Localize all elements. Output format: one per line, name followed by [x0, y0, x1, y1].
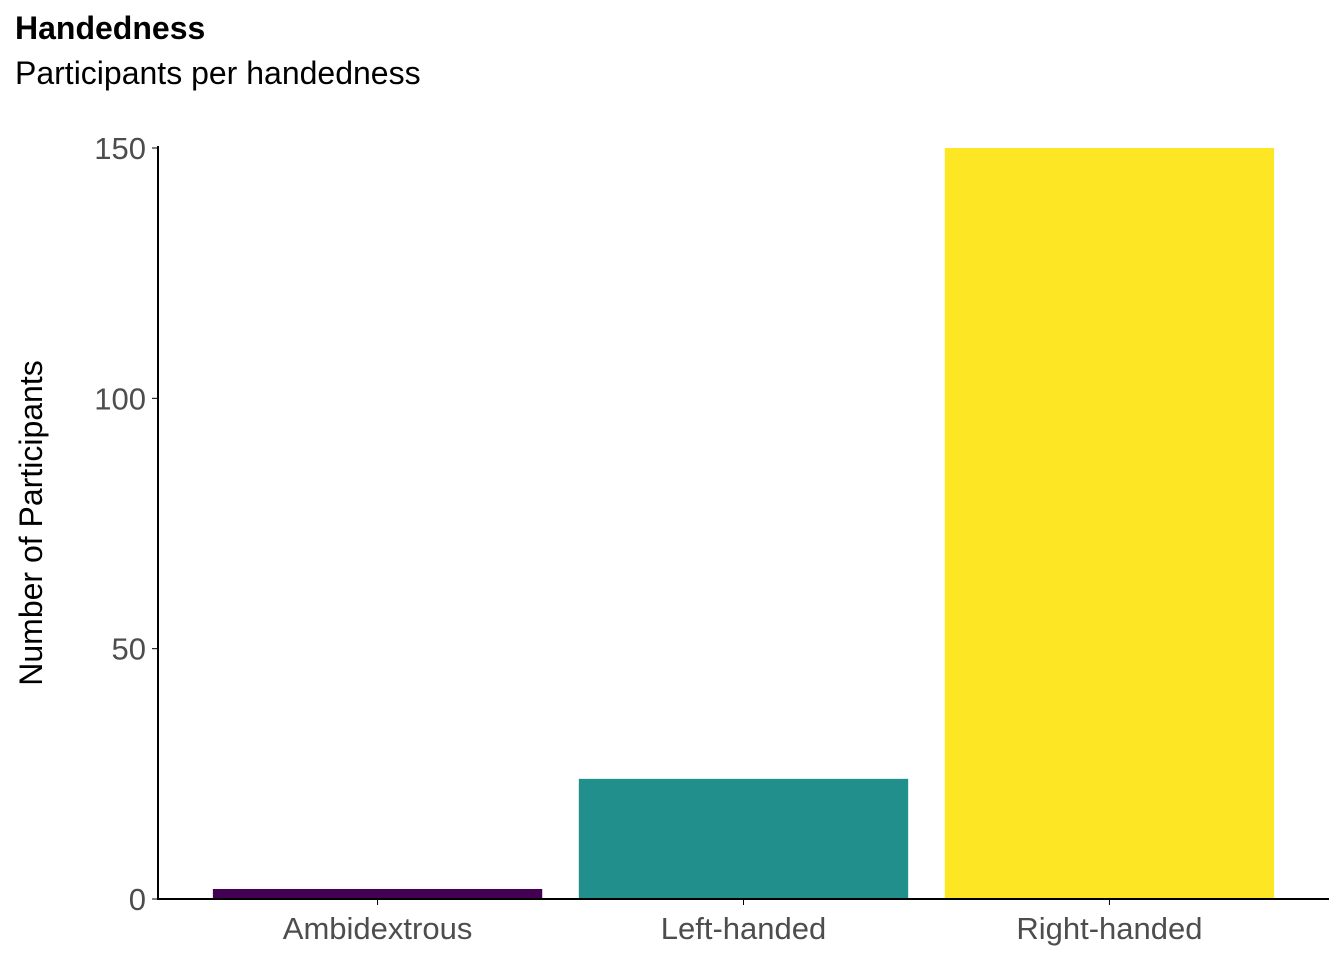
bar-right-handed — [944, 148, 1275, 899]
chart-title: Handedness — [15, 10, 206, 46]
y-tick-label: 150 — [94, 131, 146, 166]
y-tick-label: 0 — [129, 882, 146, 917]
y-axis-title: Number of Participants — [13, 360, 49, 685]
bar-ambidextrous — [212, 888, 543, 899]
y-tick-label: 100 — [94, 381, 146, 416]
x-tick-label: Left-handed — [661, 911, 826, 946]
y-tick-label: 50 — [112, 632, 146, 667]
y-ticks-group: 0 50 100 150 — [94, 131, 158, 917]
x-tick-label: Right-handed — [1016, 911, 1202, 946]
bars-group — [212, 148, 1275, 899]
x-tick-label: Ambidextrous — [283, 911, 473, 946]
chart-subtitle: Participants per handedness — [15, 55, 421, 91]
x-ticks-group: Ambidextrous Left-handed Right-handed — [283, 899, 1203, 946]
bar-left-handed — [578, 778, 909, 899]
